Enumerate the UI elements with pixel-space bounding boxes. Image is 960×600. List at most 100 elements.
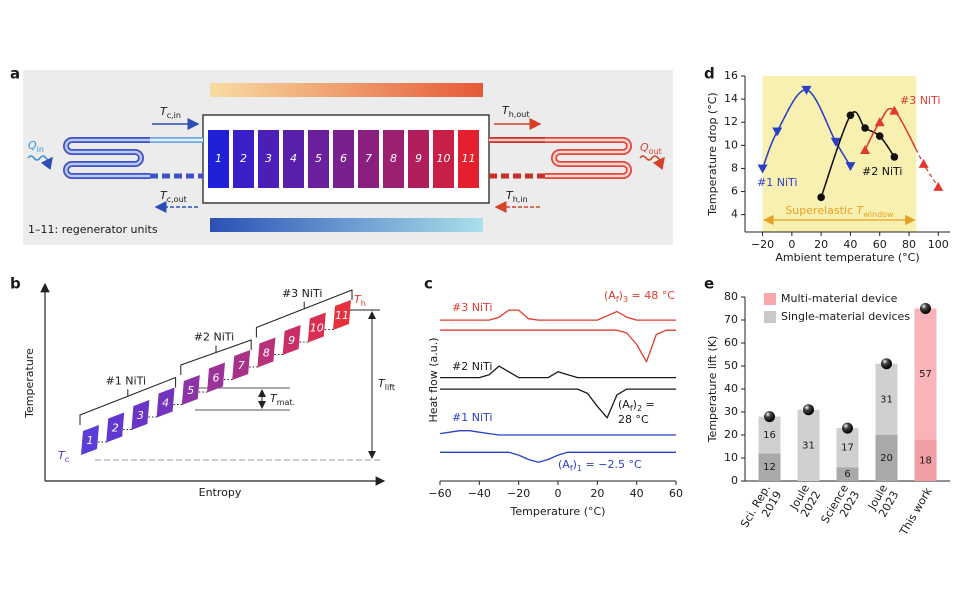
- material-unit: [106, 412, 125, 443]
- panel-label: c: [424, 275, 433, 293]
- text-segment: in: [37, 145, 44, 154]
- value-label: 12: [763, 462, 776, 473]
- value-label: 57: [919, 369, 932, 380]
- heat-label: Qin: [28, 139, 44, 154]
- text-segment: c,in: [167, 111, 181, 120]
- unit-number: 3: [265, 152, 272, 165]
- hot-gradient-bar: [210, 83, 483, 97]
- data-point: [757, 164, 768, 174]
- group-bracket: [79, 376, 177, 425]
- value-label: 6: [844, 469, 850, 480]
- y-tick-label: 30: [724, 405, 738, 418]
- regenerator-unit: [233, 130, 254, 188]
- unit-number: 11: [335, 309, 349, 322]
- series-label: #2 NiTi: [862, 165, 902, 178]
- regenerator-unit: [383, 130, 404, 188]
- mat-label: Tmat.: [270, 392, 295, 407]
- x-tick-label: −20: [507, 487, 530, 500]
- unit-number: 9: [415, 152, 422, 165]
- y-tick-label: 50: [724, 359, 738, 372]
- text-segment: h: [361, 299, 366, 308]
- y-tick-label: 12: [724, 115, 738, 128]
- regenerator-unit: [408, 130, 429, 188]
- unit-number: 10: [437, 152, 451, 165]
- data-point: [875, 132, 884, 140]
- text-segment: T: [502, 104, 510, 117]
- flow-label: Th,out: [502, 104, 529, 119]
- regenerator-unit: [283, 130, 304, 188]
- x-tick-label: Science2023: [818, 482, 862, 532]
- data-point: [860, 144, 871, 154]
- top-marker: [842, 422, 853, 434]
- bar-segment: [875, 435, 898, 481]
- group-label: #2 NiTi: [194, 331, 234, 344]
- x-tick-label: Joule2022: [787, 482, 824, 519]
- data-point: [933, 181, 944, 191]
- text-segment: h,out: [509, 110, 530, 119]
- heat-flow-curve: [440, 329, 676, 363]
- unit-number: 2: [112, 422, 119, 435]
- heat-flow-curve: [440, 451, 676, 463]
- x-tick-label: Sci. Rep.2019: [738, 482, 784, 536]
- unit-number: 5: [187, 384, 194, 397]
- y-tick-label: 70: [724, 313, 738, 326]
- x-axis-label: Entropy: [199, 486, 242, 499]
- x-tick-label: −60: [428, 487, 451, 500]
- unit-number: 11: [462, 152, 476, 165]
- top-marker: [920, 303, 931, 314]
- regenerator-diagram: [23, 70, 673, 245]
- legend-swatch: [764, 293, 776, 305]
- panel-label: d: [704, 65, 715, 83]
- x-tick-label: 0: [555, 487, 562, 500]
- regenerator-unit: [258, 130, 279, 188]
- value-label: 17: [841, 443, 854, 454]
- cold-gradient-bar: [210, 218, 483, 232]
- hot-coil-inner: [545, 138, 631, 178]
- text-segment: Q: [28, 139, 37, 152]
- text-segment: T: [506, 189, 514, 202]
- material-unit: [333, 300, 351, 330]
- text-segment: h,in: [513, 195, 528, 204]
- regenerator-unit: [458, 130, 479, 188]
- x-tick-label: This work: [897, 485, 935, 538]
- text-segment: 2: [637, 404, 642, 413]
- material-unit: [282, 325, 301, 355]
- y-tick-label: 8: [731, 161, 738, 174]
- data-point: [890, 153, 899, 161]
- panel-label: a: [10, 65, 20, 83]
- unit-number: 6: [340, 152, 347, 165]
- text-segment: c: [65, 455, 69, 464]
- text-segment: window: [863, 210, 894, 219]
- x-tick-label: 20: [590, 487, 604, 500]
- text-segment: (A: [618, 398, 630, 411]
- ts-diagram-axes: [40, 282, 386, 486]
- text-segment: T: [378, 377, 386, 390]
- x-tick-label: 80: [902, 238, 916, 251]
- material-unit: [131, 400, 150, 430]
- annotation: (Af)3 = 48 °C: [604, 289, 675, 304]
- data-point: [772, 127, 783, 137]
- regenerator-unit: [308, 130, 329, 188]
- cold-coil-inner: [64, 138, 150, 178]
- text-segment: T: [857, 204, 865, 217]
- series-label: #2 NiTi: [452, 360, 492, 373]
- material-unit: [307, 312, 326, 343]
- data-point: [830, 137, 841, 147]
- unit-number: 5: [315, 152, 322, 165]
- y-tick-label: 0: [731, 474, 738, 487]
- text-segment: T: [160, 189, 168, 202]
- material-unit: [181, 375, 200, 405]
- top-marker: [764, 411, 775, 423]
- bar-segment: [914, 308, 937, 440]
- text-segment: Q: [640, 141, 649, 154]
- legend-swatch: [764, 311, 776, 323]
- text-segment: = 48 °C: [628, 289, 675, 302]
- text-segment: out: [649, 147, 662, 156]
- y-tick-label: 20: [724, 428, 738, 441]
- x-tick-label: 100: [928, 238, 949, 251]
- bar-segment: [914, 439, 937, 481]
- cold-temp-label: Tc: [58, 449, 69, 464]
- unit-number: 1: [87, 434, 94, 447]
- heat-flow-curve: [440, 365, 676, 379]
